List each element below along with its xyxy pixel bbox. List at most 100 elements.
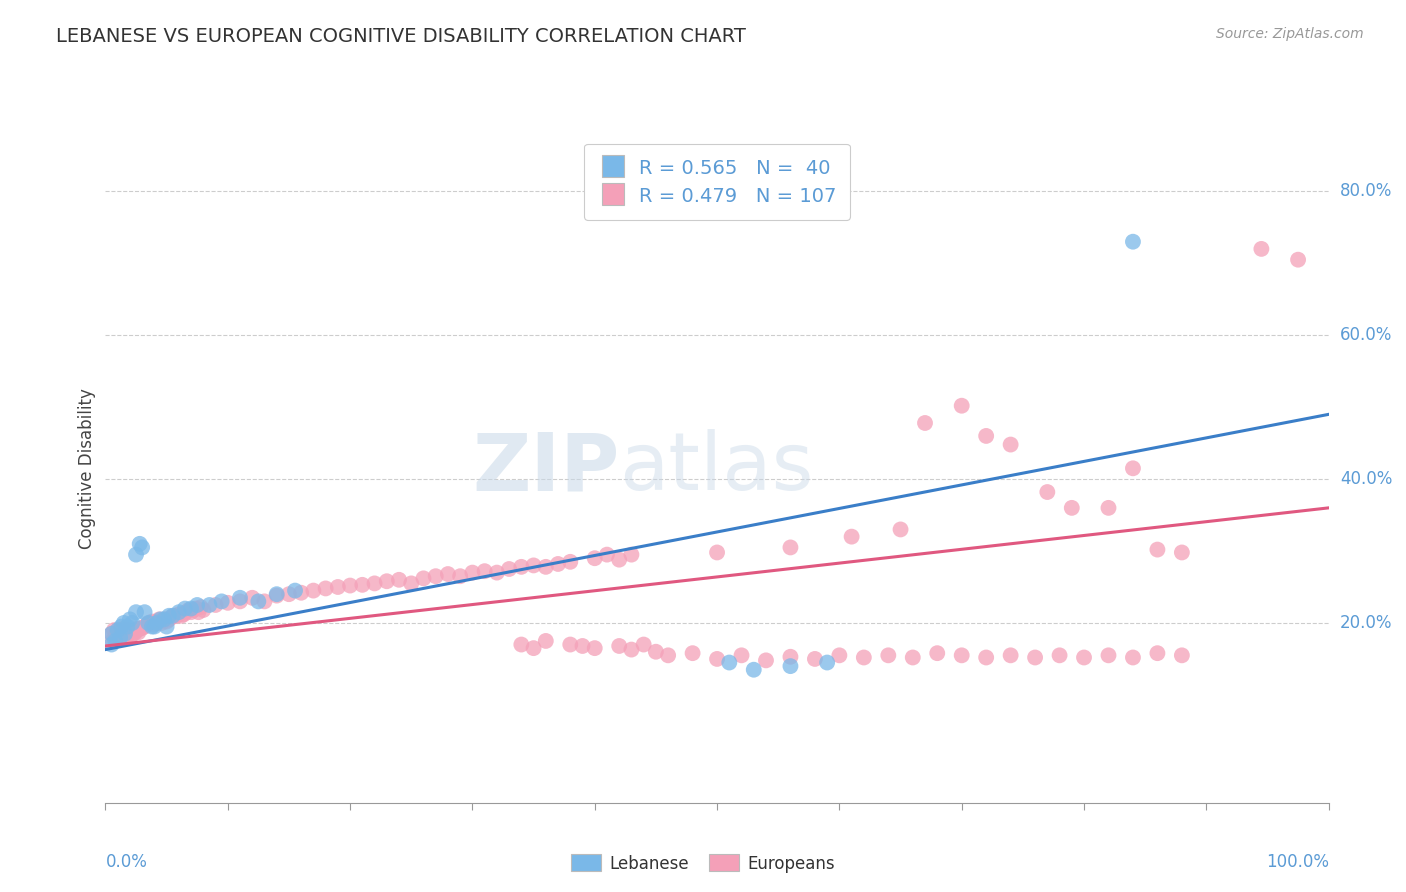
Point (1036, 485, 1059, 500)
Point (117, 623, 139, 637)
Point (927, 646, 949, 660)
Point (141, 619, 163, 633)
Text: 20.0%: 20.0% (1340, 614, 1392, 632)
Point (165, 608, 187, 623)
Point (170, 608, 193, 623)
Point (229, 594, 252, 608)
Text: Source: ZipAtlas.com: Source: ZipAtlas.com (1216, 27, 1364, 41)
Point (399, 576, 422, 591)
Point (278, 587, 301, 601)
Point (1171, 648, 1194, 663)
Point (163, 608, 186, 623)
Point (187, 605, 209, 619)
Point (128, 622, 150, 636)
Point (950, 399, 973, 413)
Point (131, 541, 153, 555)
Point (120, 628, 142, 642)
Point (841, 530, 863, 544)
Point (111, 626, 134, 640)
Point (150, 615, 173, 630)
Point (127, 622, 149, 636)
Point (186, 598, 208, 612)
Point (607, 552, 630, 566)
Point (352, 578, 374, 592)
Point (706, 652, 728, 666)
Point (706, 545, 728, 559)
Point (117, 619, 139, 633)
Point (974, 650, 997, 665)
Point (136, 617, 159, 632)
Point (100, 638, 122, 652)
Point (437, 567, 460, 582)
Text: 60.0%: 60.0% (1340, 326, 1392, 344)
Point (1097, 500, 1119, 515)
Point (302, 583, 325, 598)
Point (141, 615, 163, 629)
Point (412, 571, 434, 585)
Point (425, 569, 447, 583)
Point (1024, 650, 1046, 665)
Point (620, 548, 643, 562)
Point (100, 626, 122, 640)
Point (914, 416, 936, 430)
Point (183, 603, 205, 617)
Point (124, 623, 146, 637)
Point (110, 619, 132, 633)
Point (1122, 235, 1144, 249)
Point (1146, 646, 1168, 660)
Point (193, 603, 215, 617)
Point (148, 612, 170, 626)
Point (560, 555, 582, 569)
Point (607, 639, 630, 653)
Text: 0.0%: 0.0% (105, 853, 148, 871)
Point (247, 594, 270, 608)
Point (128, 537, 150, 551)
Point (122, 626, 145, 640)
Point (180, 601, 202, 615)
Point (121, 615, 143, 630)
Point (177, 603, 200, 617)
Point (388, 573, 411, 587)
Point (146, 615, 169, 630)
Point (157, 612, 180, 626)
Point (108, 624, 131, 639)
Point (180, 605, 202, 619)
Point (115, 631, 138, 645)
Point (485, 566, 508, 580)
Point (1286, 252, 1309, 267)
Point (112, 615, 135, 630)
Point (104, 634, 127, 648)
Point (339, 578, 361, 592)
Point (1250, 242, 1272, 256)
Point (157, 608, 180, 623)
Point (1049, 648, 1071, 663)
Point (730, 648, 752, 663)
Point (901, 650, 924, 665)
Point (633, 638, 655, 652)
Point (815, 656, 838, 670)
Point (101, 634, 124, 648)
Point (204, 598, 226, 612)
Point (1097, 648, 1119, 663)
Point (184, 601, 207, 615)
Point (266, 587, 288, 601)
Point (1073, 650, 1095, 665)
Point (547, 557, 569, 571)
Point (134, 605, 156, 619)
Point (326, 580, 349, 594)
Point (779, 649, 801, 664)
Point (167, 607, 190, 622)
Point (583, 551, 606, 566)
Point (266, 589, 288, 603)
Point (143, 617, 166, 632)
Point (121, 624, 143, 639)
Point (100, 626, 122, 640)
Point (1060, 500, 1083, 515)
Point (110, 632, 132, 646)
Legend: Lebanese, Europeans: Lebanese, Europeans (564, 847, 842, 880)
Point (107, 623, 129, 637)
Point (755, 653, 778, 667)
Point (779, 659, 801, 673)
Point (112, 622, 135, 636)
Point (522, 558, 544, 573)
